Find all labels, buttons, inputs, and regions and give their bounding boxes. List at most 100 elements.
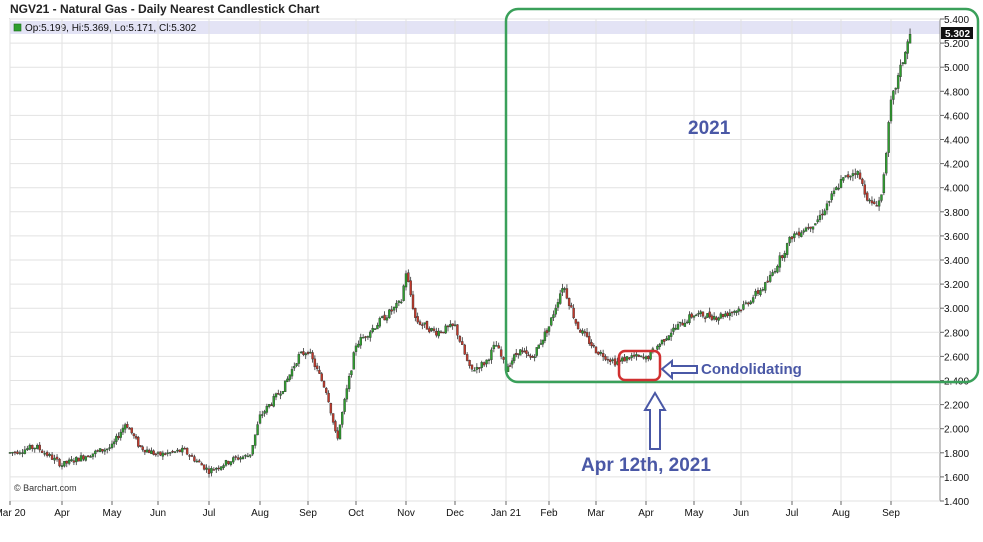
candle-body [809,226,812,229]
barchart-credit: © Barchart.com [14,483,77,493]
candle-body [31,444,34,449]
candle-body [597,351,600,355]
candle-body [465,354,469,361]
candle-body [253,434,257,446]
candle-body [267,404,271,407]
candle-body [550,317,553,326]
candle-body [143,449,147,453]
candle-body [106,448,109,451]
candle-body [181,447,184,453]
candle-body [842,177,845,181]
candle-body [383,314,386,321]
candle-body [53,457,56,461]
candle-body [79,455,83,462]
candle-body [67,459,71,464]
candle-body [814,223,817,226]
candle-body [411,294,415,309]
candle-body [371,327,374,332]
candle-body [742,304,745,310]
candle-body [77,457,80,462]
candle-body [623,356,626,362]
candle-body [690,313,693,318]
candle-body [428,328,431,333]
candle-body [290,369,294,377]
candle-body [63,461,66,467]
candle-body [293,366,296,369]
y-tick-label: 3.400 [944,256,969,267]
candle-body [130,427,133,434]
x-tick-label: Apr [54,508,70,519]
candle-body [781,255,784,259]
candle-body [856,170,859,175]
candle-body [795,233,798,235]
candle-body [778,255,782,268]
x-tick-label: Jul [203,508,216,519]
candle-body [640,355,643,358]
candle-body [322,381,326,388]
candle-body [8,452,12,454]
candle-body [274,393,278,398]
candle-body [487,359,491,361]
candle-body [637,355,641,357]
candle-body [378,318,382,327]
candle-body [572,307,575,319]
candle-body [239,457,242,460]
candle-body [632,354,636,357]
candle-body [18,452,22,454]
candle-body [161,452,165,457]
candle-body [21,452,24,454]
x-tick-label: Nov [397,508,415,519]
candle-body [103,449,107,452]
candle-body [592,345,595,347]
candle-body [480,362,483,368]
candle-body [101,449,104,452]
candle-body [527,354,530,357]
candle-body [178,449,182,452]
y-tick-label: 4.000 [944,184,969,195]
candle-body [830,193,833,201]
candle-body [719,313,723,319]
candle-body [697,313,700,315]
candle-body [318,369,321,374]
candle-body [156,452,160,454]
candle-body [485,359,488,365]
candle-body [744,302,748,304]
candle-body [724,313,727,317]
candle-body [366,336,370,338]
candle-body [692,315,696,318]
candle-body [207,468,211,475]
ohlc-readout: Op:5.199, Hi:5.369, Lo:5.171, Cl:5.302 [25,23,197,34]
candle-body [320,373,323,382]
candle-body [373,328,377,330]
candle-body [388,309,391,319]
candle-body [497,345,500,349]
candle-body [23,449,27,454]
x-tick-label: Aug [832,508,850,519]
y-tick-label: 5.200 [944,39,969,50]
candle-body [94,450,97,455]
candle-body [164,453,167,455]
candle-body [475,367,479,370]
candle-body [341,412,344,425]
candle-body [579,329,582,333]
candle-body [751,297,755,303]
candle-body [141,446,144,450]
candle-body [681,322,684,326]
candle-body [414,307,417,318]
chart-title: NGV21 - Natural Gas - Daily Nearest Cand… [10,2,319,16]
candle-body [531,356,534,358]
candle-body [461,341,464,345]
candle-body [40,450,44,453]
candle-body [521,350,524,352]
candle-body [706,313,709,318]
candle-body [604,356,607,360]
candle-body [818,214,822,220]
candle-body [407,272,410,282]
candle-body [599,351,602,354]
candle-body [832,190,836,194]
candle-body [588,335,591,344]
candle-body [703,317,707,319]
y-tick-label: 2.800 [944,328,969,339]
candle-body [529,355,532,358]
candle-body [193,456,196,462]
